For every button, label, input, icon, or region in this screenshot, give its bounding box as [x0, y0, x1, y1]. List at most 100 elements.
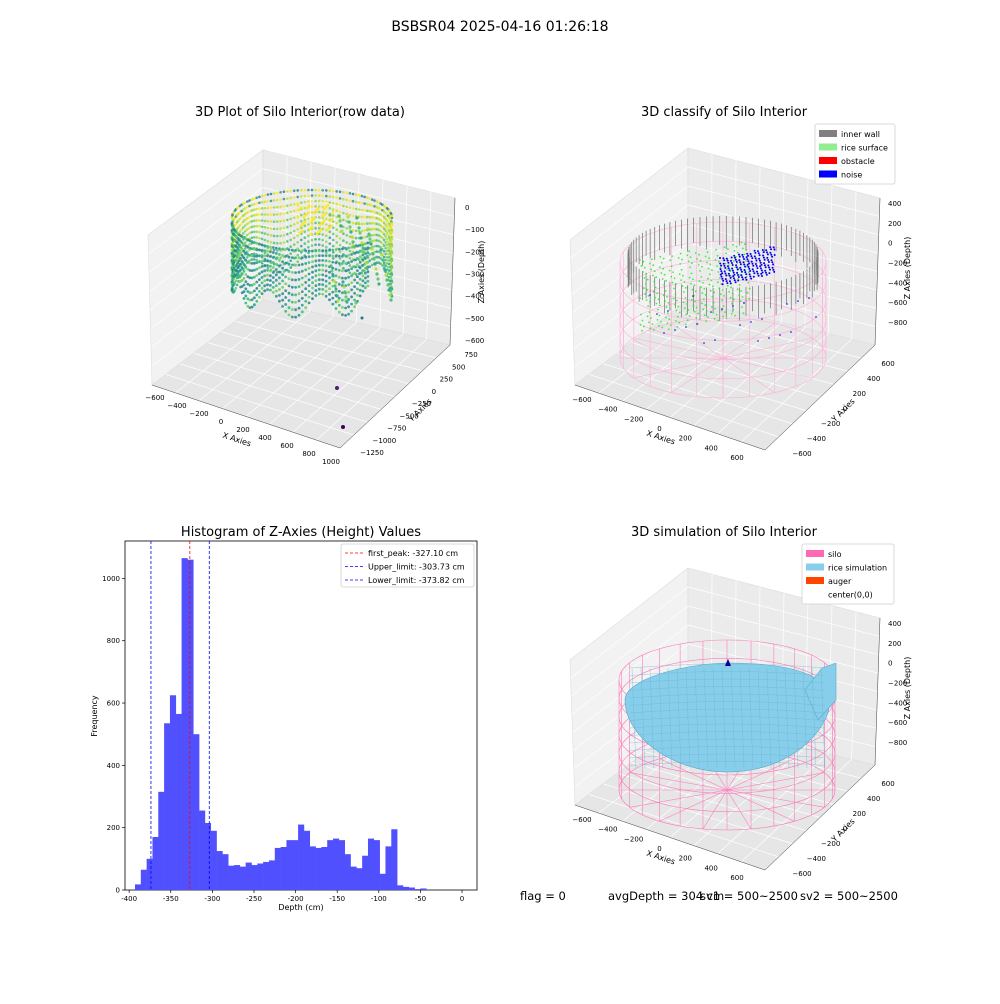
histogram-bar — [234, 865, 241, 890]
raw-y-ticks: 750 500 250 0−250 −500 −750 −1000 −1250 — [360, 351, 478, 457]
status-line: flag = 0 avgDepth = 304 cm sv1 = 500~250… — [520, 889, 898, 903]
histogram-bar — [286, 840, 293, 890]
histogram-bar — [333, 838, 340, 890]
histogram-bar — [350, 866, 357, 890]
classify-legend: inner wall rice surface obstacle noise — [814, 123, 896, 185]
rice-simulation-surface — [624, 662, 837, 773]
classify-z-label: Z Axies (Depth) — [903, 237, 912, 300]
simulation-legend-label: rice simulation — [828, 564, 887, 573]
raw-x-ticks: −600−400−200 0 200 400 600 800 1000 — [145, 394, 340, 466]
cls-y-tick-label: 0 — [843, 405, 847, 413]
avg-depth-text: avgDepth = 304 cm — [608, 889, 724, 903]
histogram-bar — [152, 837, 159, 890]
raw-x-tick-label: 1000 — [322, 458, 340, 466]
histogram-reference-lines — [150, 541, 210, 890]
sim-y-tick-label: −400 — [807, 855, 826, 863]
cls-z-tick-label: −400 — [888, 279, 907, 287]
cls-z-tick-label: −600 — [888, 299, 907, 307]
cls-x-tick-label: 200 — [679, 435, 692, 443]
histogram-bar — [210, 830, 217, 890]
histogram-y-tick-label: 400 — [107, 762, 120, 770]
histogram-bar — [379, 873, 386, 890]
histogram-x-tick-label: -250 — [246, 895, 262, 903]
cls-x-tick-label: −200 — [624, 415, 643, 423]
histogram-bar — [420, 888, 427, 890]
cls-x-tick-label: 400 — [704, 444, 717, 452]
histogram-bar — [309, 846, 316, 891]
simulation-y-label: Y Axies — [829, 817, 857, 845]
histogram-x-label: Depth (cm) — [278, 903, 323, 912]
raw-z-tick-label: −500 — [465, 315, 484, 323]
sim-z-tick-label: 0 — [888, 660, 892, 668]
sim-x-tick-label: −600 — [572, 816, 591, 824]
raw-y-tick-label: −750 — [387, 425, 406, 433]
histogram-x-tick-label: -150 — [329, 895, 345, 903]
classify-legend-label: rice surface — [841, 144, 888, 153]
raw-z-label: Z Axies (Depth) — [477, 241, 486, 304]
sim-x-tick-label: −400 — [598, 826, 617, 834]
sim-z-tick-label: 200 — [888, 640, 901, 648]
sim-x-tick-label: 400 — [704, 864, 717, 872]
sim-y-tick-label: 600 — [881, 780, 894, 788]
histogram-legend-label: Upper_limit: -303.73 cm — [368, 563, 465, 572]
raw-z-tick-label: −100 — [465, 226, 484, 234]
classify-legend-swatch — [819, 170, 837, 178]
histogram-bar — [216, 851, 223, 890]
histogram-y-tick-label: 600 — [107, 700, 120, 708]
histogram-title: Histogram of Z-Axies (Height) Values — [181, 525, 421, 540]
cls-y-tick-label: −200 — [821, 420, 840, 428]
sim-y-tick-label: 0 — [843, 825, 847, 833]
raw-z-tick-label: −300 — [465, 271, 484, 279]
raw-x-tick-label: 600 — [280, 442, 293, 450]
histogram-x-tick-label: -400 — [121, 895, 137, 903]
histogram-bar — [193, 734, 200, 890]
cls-z-tick-label: 200 — [888, 220, 901, 228]
histogram-bar — [356, 868, 363, 890]
cls-z-tick-label: 400 — [888, 200, 901, 208]
cls-y-tick-label: 400 — [867, 375, 880, 383]
histogram-bar — [321, 847, 328, 890]
histogram-bar — [280, 847, 287, 890]
simulation-legend: silo rice simulation auger center(0,0) — [801, 543, 895, 605]
histogram-bar — [164, 723, 171, 890]
simulation-z-ticks: 400 200 0 −200 −400 −600 −800 — [888, 620, 907, 747]
cls-x-tick-label: 600 — [730, 454, 743, 462]
classify-legend-label: obstacle — [841, 157, 875, 166]
rice-surface-points — [639, 241, 751, 332]
classify-legend-label: noise — [841, 171, 862, 180]
sv2-text: sv2 = 500~2500 — [800, 889, 898, 903]
classify-legend-label: inner wall — [841, 130, 880, 139]
histogram-bar — [158, 791, 165, 890]
cls-y-tick-label: −400 — [807, 435, 826, 443]
histogram-x-tick-label: 0 — [460, 895, 464, 903]
histogram-y-tick-label: 800 — [107, 637, 120, 645]
histogram-bars — [134, 558, 427, 891]
raw-y-tick-label: −1000 — [373, 437, 397, 445]
histogram-bar — [169, 695, 177, 890]
histogram-bar — [373, 840, 380, 890]
cls-x-tick-label: −400 — [598, 406, 617, 414]
raw-x-tick-label: 400 — [258, 434, 271, 442]
figure-title: BSBSR04 2025-04-16 01:26:18 — [391, 19, 608, 35]
histogram-bar — [222, 854, 229, 890]
histogram-bar — [251, 865, 258, 890]
raw-outlier-point — [335, 386, 339, 390]
histogram-bar — [362, 855, 369, 890]
raw-z-tick-label: 0 — [465, 204, 469, 212]
cls-z-tick-label: 0 — [888, 240, 892, 248]
classify-3d-panel: 3D classify of Silo Interior −600 −400 −20… — [569, 105, 912, 462]
simulation-legend-label: auger — [828, 577, 852, 586]
classify-legend-swatch — [819, 143, 837, 151]
raw-y-tick-label: 0 — [432, 388, 436, 396]
raw-y-tick-label: −500 — [400, 412, 419, 420]
histogram-bar — [303, 830, 311, 890]
raw-x-tick-label: 800 — [302, 450, 315, 458]
histogram-bar — [187, 559, 194, 890]
histogram-bar — [140, 869, 147, 890]
histogram-bar — [315, 847, 322, 890]
raw-x-tick-label: −400 — [167, 402, 186, 410]
histogram-bar — [397, 885, 404, 890]
simulation-legend-label: silo — [828, 550, 842, 559]
